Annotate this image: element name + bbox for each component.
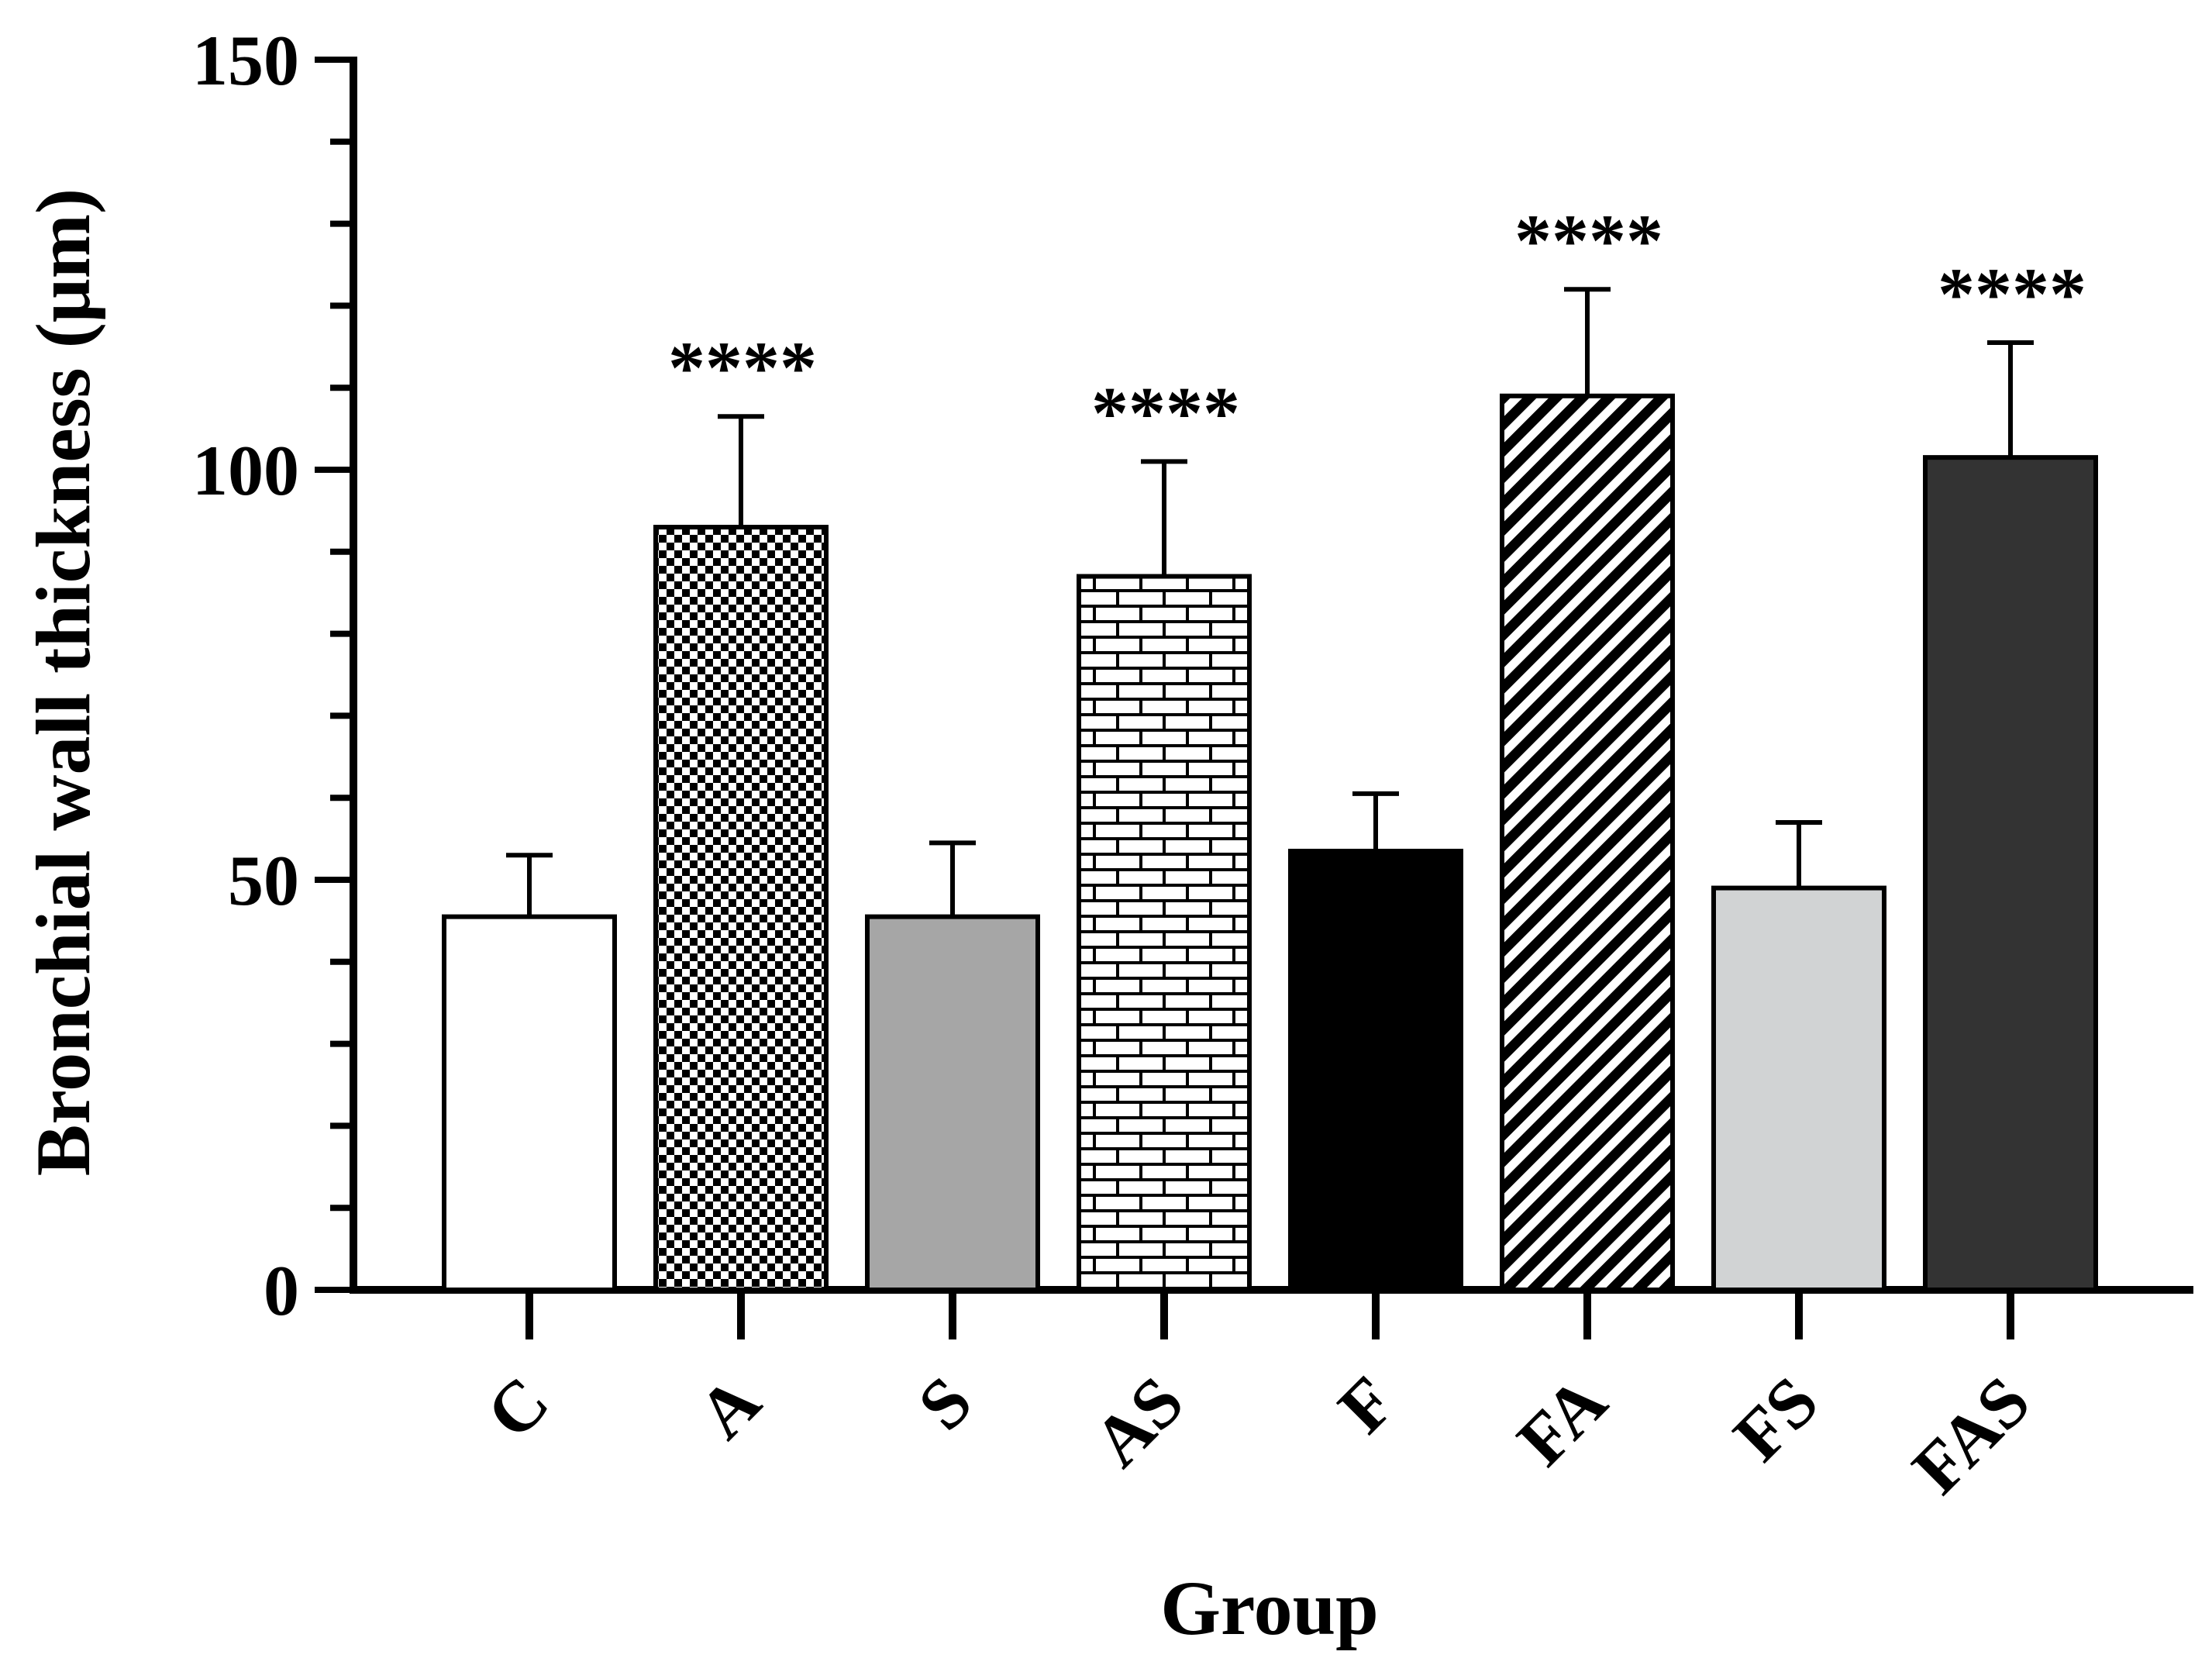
x-tick-label-FA: FA <box>1502 1361 1621 1481</box>
x-axis-title: Group <box>1160 1565 1379 1651</box>
bar-FA <box>1500 393 1675 1292</box>
bar-FAS <box>1923 455 2098 1292</box>
significance-label-FAS: **** <box>1938 253 2086 336</box>
x-tick-label-A: A <box>683 1361 775 1453</box>
bar-A <box>653 525 829 1292</box>
y-tick-label: 150 <box>192 21 299 100</box>
bar-FS <box>1711 885 1886 1292</box>
y-axis-title: Bronchial wall thickness (μm) <box>20 188 106 1176</box>
y-tick-label: 50 <box>228 841 299 920</box>
y-tick-label: 0 <box>264 1251 299 1330</box>
x-tick-label-F: F <box>1323 1361 1410 1448</box>
bar-S <box>865 914 1040 1292</box>
bar-F <box>1288 848 1463 1292</box>
x-tick-label-FS: FS <box>1718 1361 1833 1476</box>
x-tick-label-C: C <box>471 1361 563 1453</box>
x-tick-label-FAS: FAS <box>1897 1361 2045 1508</box>
x-tick-label-S: S <box>903 1361 987 1445</box>
significance-label-FA: **** <box>1514 199 1663 282</box>
bar-C <box>442 914 617 1292</box>
y-tick-label: 100 <box>192 431 299 510</box>
significance-label-A: **** <box>668 326 817 409</box>
labels: Bronchial wall thickness (μm) Group <box>20 188 1379 1651</box>
bar-AS <box>1077 574 1252 1292</box>
bars: **** **** **** **** <box>442 199 2098 1292</box>
x-tick-label-AS: AS <box>1078 1361 1198 1481</box>
significance-label-AS: **** <box>1091 371 1240 454</box>
